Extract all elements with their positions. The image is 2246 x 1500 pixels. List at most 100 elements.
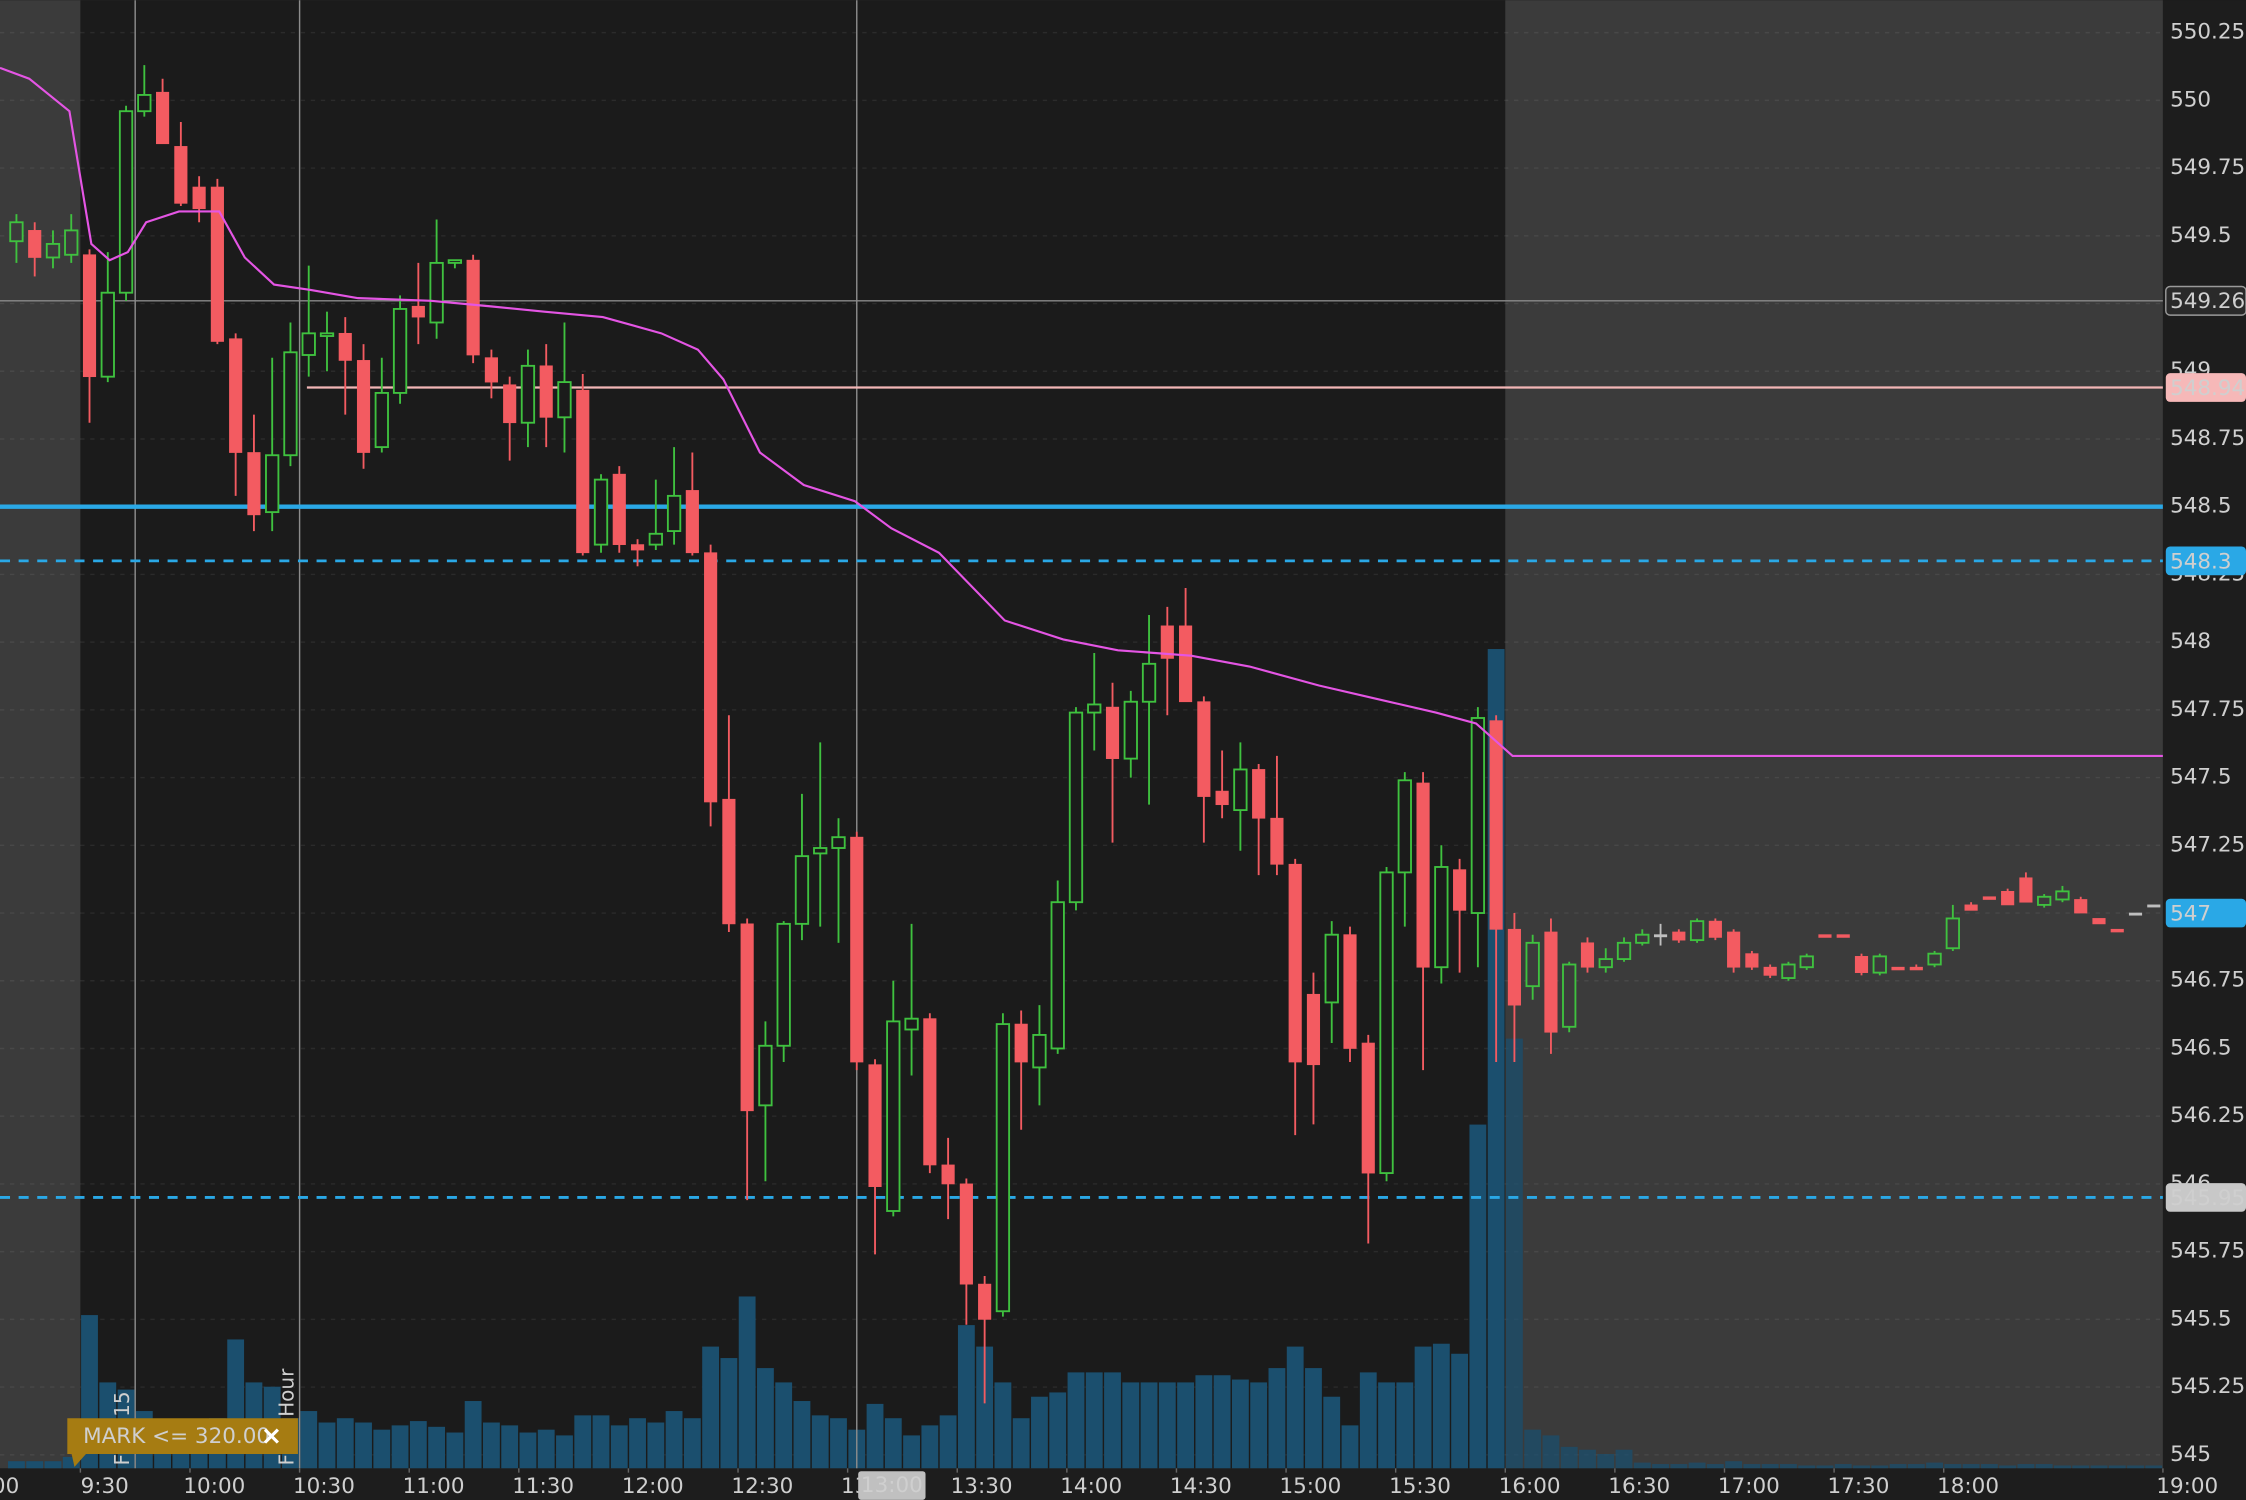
volume-bar (1560, 1446, 1578, 1469)
candle-body (1087, 703, 1102, 714)
candle-body (229, 338, 243, 453)
candle-body (794, 855, 810, 925)
volume-bar (1396, 1382, 1414, 1469)
candle-body (1105, 706, 1120, 759)
volume-bar (1359, 1372, 1377, 1469)
volume-bar (1250, 1382, 1268, 1469)
candle-body (2074, 899, 2088, 914)
alert-label: MARK <= 320.00 (83, 1424, 270, 1449)
x-tick-label: 11:00 (403, 1474, 465, 1499)
y-tick-label: 545 (2170, 1442, 2211, 1467)
x-tick-label: 13:30 (951, 1474, 1013, 1499)
volume-bar (355, 1422, 372, 1469)
volume-bar (957, 1325, 975, 1469)
volume-bar (1231, 1379, 1249, 1469)
y-tick-label: 546.75 (2170, 968, 2245, 993)
volume-bar (775, 1382, 793, 1469)
candle-body (2110, 928, 2124, 933)
volume-bar (994, 1382, 1012, 1469)
y-tick-label: 546.5 (2170, 1035, 2231, 1060)
candle-body (447, 259, 463, 264)
x-tick-label: 14:30 (1170, 1474, 1232, 1499)
volume-bar (1049, 1392, 1067, 1469)
volume-bar (1853, 1465, 1870, 1469)
volume-bar (811, 1415, 829, 1469)
candle-body (1453, 869, 1467, 911)
candle-body (1233, 768, 1248, 812)
candle-body (2147, 904, 2161, 908)
candle-body (1854, 956, 1869, 973)
candle-body (576, 389, 590, 554)
candle-body (1982, 896, 1996, 900)
volume-bar (1524, 1429, 1542, 1469)
candle-body (1288, 863, 1302, 1063)
price-tag-label: 548.94 (2170, 376, 2245, 401)
volume-bar (1962, 1464, 1980, 1469)
price-tag-label: 545.95 (2170, 1186, 2245, 1211)
candle-body (1781, 963, 1796, 979)
axes: 545545.25545.5545.75546546.25546.5546.75… (0, 20, 2246, 1499)
volume-bar (1031, 1396, 1048, 1469)
candle-body (1891, 966, 1905, 971)
volume-bar (1688, 1462, 1706, 1469)
candle-body (411, 305, 425, 318)
candle-body (978, 1283, 992, 1320)
candle-body (557, 381, 572, 419)
volume-bar (336, 1418, 354, 1469)
volume-bar (683, 1418, 701, 1469)
volume-bar (2145, 1465, 2163, 1469)
price-tag-label: 547 (2170, 901, 2211, 926)
candle-body (1745, 953, 1759, 968)
candle-body (1361, 1042, 1375, 1174)
price-tag-label: 549.26 (2170, 289, 2245, 314)
candle-body (1927, 952, 1942, 966)
candle-body (2001, 891, 2015, 906)
candle-body (503, 384, 517, 424)
x-tick-label: 16:00 (1499, 1474, 1561, 1499)
y-tick-label: 549.75 (2170, 155, 2245, 180)
volume-bar (1615, 1449, 1633, 1469)
y-tick-label: 546.25 (2170, 1103, 2245, 1128)
candle-body (1635, 933, 1650, 944)
volume-bar (446, 1432, 464, 1469)
volume-bar (574, 1415, 592, 1469)
candle-body (886, 1020, 901, 1212)
price-tag (2165, 546, 2246, 576)
candle-body (868, 1064, 882, 1187)
volume-bar (738, 1296, 756, 1469)
volume-bar (1780, 1464, 1797, 1469)
volume-bar (1505, 1038, 1523, 1469)
x-tick-label: 10:30 (293, 1474, 355, 1499)
candle-body (1416, 782, 1430, 968)
volume-bar (939, 1415, 957, 1469)
volume-bar (1816, 1465, 1834, 1469)
volume-bar (830, 1418, 847, 1469)
y-tick-label: 548.75 (2170, 426, 2245, 451)
candle-body (776, 922, 791, 1047)
volume-bar (1305, 1368, 1322, 1469)
candle-body (704, 552, 718, 803)
volume-bar (1067, 1372, 1085, 1469)
plot-area: First 15First Hour (0, 0, 2163, 1469)
price-tag (2165, 373, 2246, 402)
candle-body (1343, 934, 1357, 1049)
candle-body (356, 360, 371, 453)
volume-bar (2035, 1464, 2053, 1469)
candle-body (1179, 625, 1193, 703)
candle-body (265, 454, 280, 514)
candle-body (539, 365, 553, 418)
x-tick-label: 9:30 (81, 1474, 129, 1499)
candle-body (1068, 711, 1084, 904)
volume-bar (1579, 1449, 1596, 1469)
candle-body (466, 259, 480, 356)
cursor-time-label: 13:00 (861, 1473, 923, 1498)
volume-bar (757, 1368, 774, 1469)
candle-body (995, 1023, 1011, 1313)
volume-bar (1633, 1462, 1651, 1469)
volume-bar (1213, 1375, 1231, 1469)
candle-body (319, 332, 335, 337)
y-tick-label: 550 (2170, 87, 2211, 112)
volume-bar (1195, 1375, 1213, 1469)
volume-bar (409, 1421, 427, 1469)
